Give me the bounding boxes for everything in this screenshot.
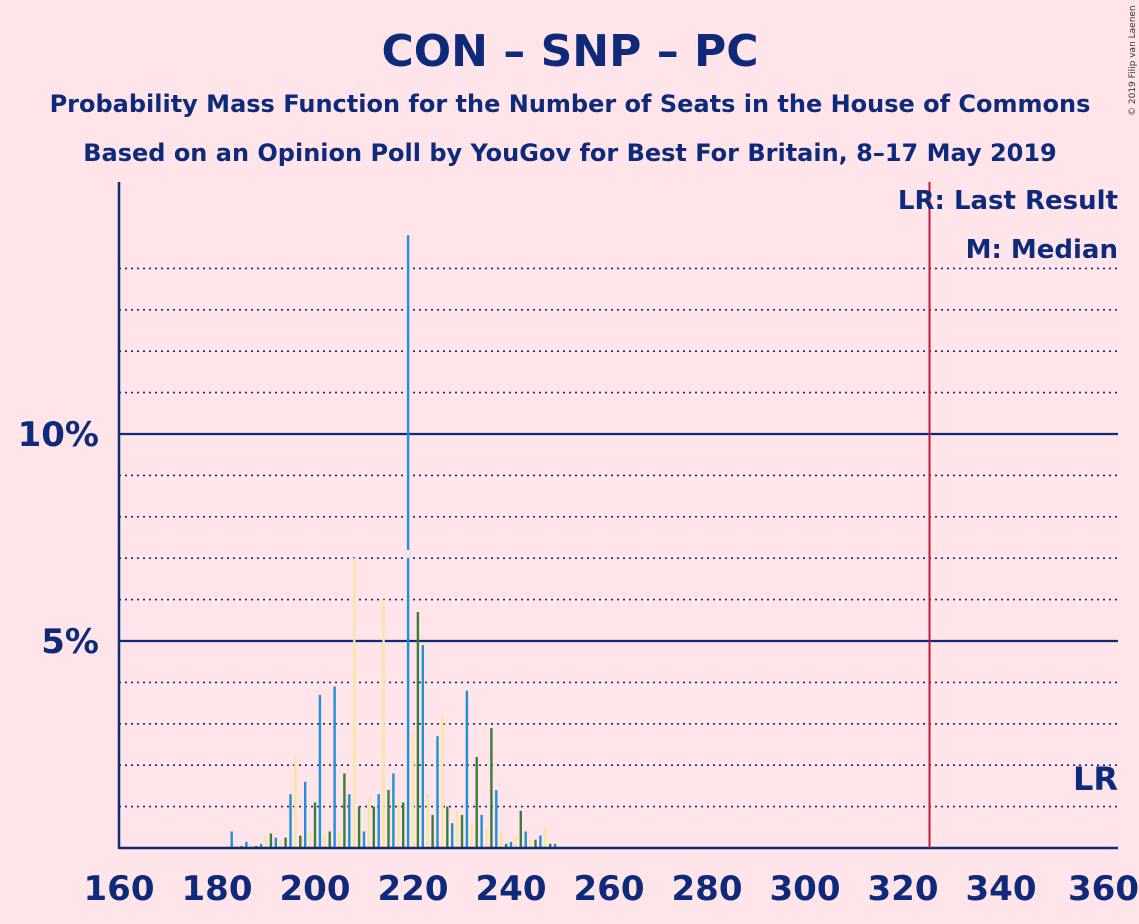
bar-yellow-229: [455, 810, 459, 848]
bar-green-224: [431, 814, 434, 848]
x-tick-label-300: 300: [770, 869, 841, 909]
bar-blue-192: [274, 837, 277, 848]
bar-green-206: [343, 773, 346, 848]
bar-yellow-193: [279, 839, 282, 848]
bar-yellow-211: [367, 798, 371, 848]
bar-green-236: [490, 727, 493, 848]
chart-subtitle-2: Based on an Opinion Poll by YouGov for B…: [83, 139, 1057, 167]
bar-yellow-202: [323, 835, 326, 848]
bar-yellow-238: [500, 831, 503, 848]
bar-blue-186: [245, 841, 248, 848]
bar-green-194: [284, 837, 287, 848]
bar-green-209: [357, 806, 361, 848]
bar-blue-240: [509, 841, 513, 848]
bar-yellow-196: [294, 756, 297, 848]
bars-group: [230, 235, 562, 848]
y-axis-ticks: 5% 10%: [18, 415, 99, 662]
bar-green-221: [416, 612, 420, 848]
bar-yellow-187: [250, 843, 253, 848]
legend-last-result: LR: Last Result: [898, 186, 1118, 216]
bar-green-191: [269, 833, 273, 848]
bar-yellow-247: [544, 827, 547, 848]
x-tick-label-340: 340: [966, 869, 1037, 909]
bar-blue-225: [436, 736, 439, 848]
bar-yellow-220: [411, 732, 415, 848]
bar-green-203: [328, 831, 331, 848]
bar-yellow-214: [382, 599, 385, 848]
bar-green-239: [504, 843, 508, 848]
x-tick-label-260: 260: [574, 869, 645, 909]
bar-blue-246: [539, 835, 542, 848]
x-tick-label-320: 320: [868, 869, 939, 909]
chart-subtitle: Probability Mass Function for the Number…: [50, 90, 1091, 118]
bar-yellow-235: [485, 827, 488, 848]
bar-green-200: [313, 802, 317, 848]
bar-green-218: [402, 802, 405, 848]
bar-green-227: [446, 806, 449, 848]
last-result-label: LR: [1073, 760, 1118, 798]
bar-yellow-208: [353, 558, 356, 848]
x-tick-label-360: 360: [1068, 869, 1139, 909]
bar-yellow-241: [514, 835, 518, 848]
bar-blue-222: [421, 645, 424, 848]
bar-yellow-232: [470, 823, 473, 848]
bar-green-197: [299, 835, 302, 848]
bar-blue-204: [333, 686, 336, 848]
bar-yellow-244: [529, 839, 532, 848]
bar-green-212: [372, 806, 375, 848]
bar-blue-201: [318, 694, 322, 848]
bar-blue-243: [524, 831, 527, 848]
bar-blue-228: [451, 823, 454, 848]
bar-yellow-190: [264, 835, 268, 848]
y-tick-label-10: 10%: [18, 415, 99, 455]
x-tick-label-160: 160: [84, 869, 155, 909]
bar-green-242: [519, 810, 522, 848]
y-tick-label-5: 5%: [41, 622, 99, 662]
copyright-note: © 2019 Filip van Laenen: [1128, 5, 1138, 116]
bar-blue-234: [480, 814, 483, 848]
grid-lines: [119, 267, 1118, 808]
bar-blue-231: [465, 690, 469, 848]
bar-blue-189: [259, 843, 263, 848]
bar-green-233: [475, 756, 478, 848]
bar-blue-249: [553, 843, 557, 848]
x-tick-label-280: 280: [672, 869, 743, 909]
bar-green-245: [534, 839, 537, 848]
bar-green-215: [387, 790, 390, 848]
x-axis-ticks: 160 180 200 220 240 260 280 300 320 340 360: [84, 869, 1139, 909]
bar-blue-195: [289, 794, 292, 848]
bar-yellow-217: [397, 802, 400, 848]
bar-yellow-226: [441, 715, 444, 848]
x-tick-label-200: 200: [280, 869, 351, 909]
axes: [117, 182, 1118, 850]
bar-green-248: [549, 843, 552, 848]
x-tick-label-240: 240: [476, 869, 547, 909]
bar-blue-183: [230, 831, 233, 848]
x-tick-label-220: 220: [378, 869, 449, 909]
bar-yellow-205: [338, 831, 341, 848]
bar-blue-219: [406, 235, 410, 848]
bar-blue-207: [348, 794, 351, 848]
bar-yellow-223: [426, 794, 429, 848]
chart-title: CON – SNP – PC: [381, 26, 758, 77]
bar-yellow-199: [308, 831, 312, 848]
legend-median: M: Median: [966, 235, 1118, 265]
bar-blue-213: [377, 794, 380, 848]
bar-blue-237: [495, 790, 498, 848]
bar-green-230: [460, 814, 464, 848]
bar-blue-210: [362, 831, 366, 848]
bar-blue-216: [392, 773, 395, 848]
x-tick-label-180: 180: [182, 869, 253, 909]
bar-blue-198: [304, 781, 307, 848]
